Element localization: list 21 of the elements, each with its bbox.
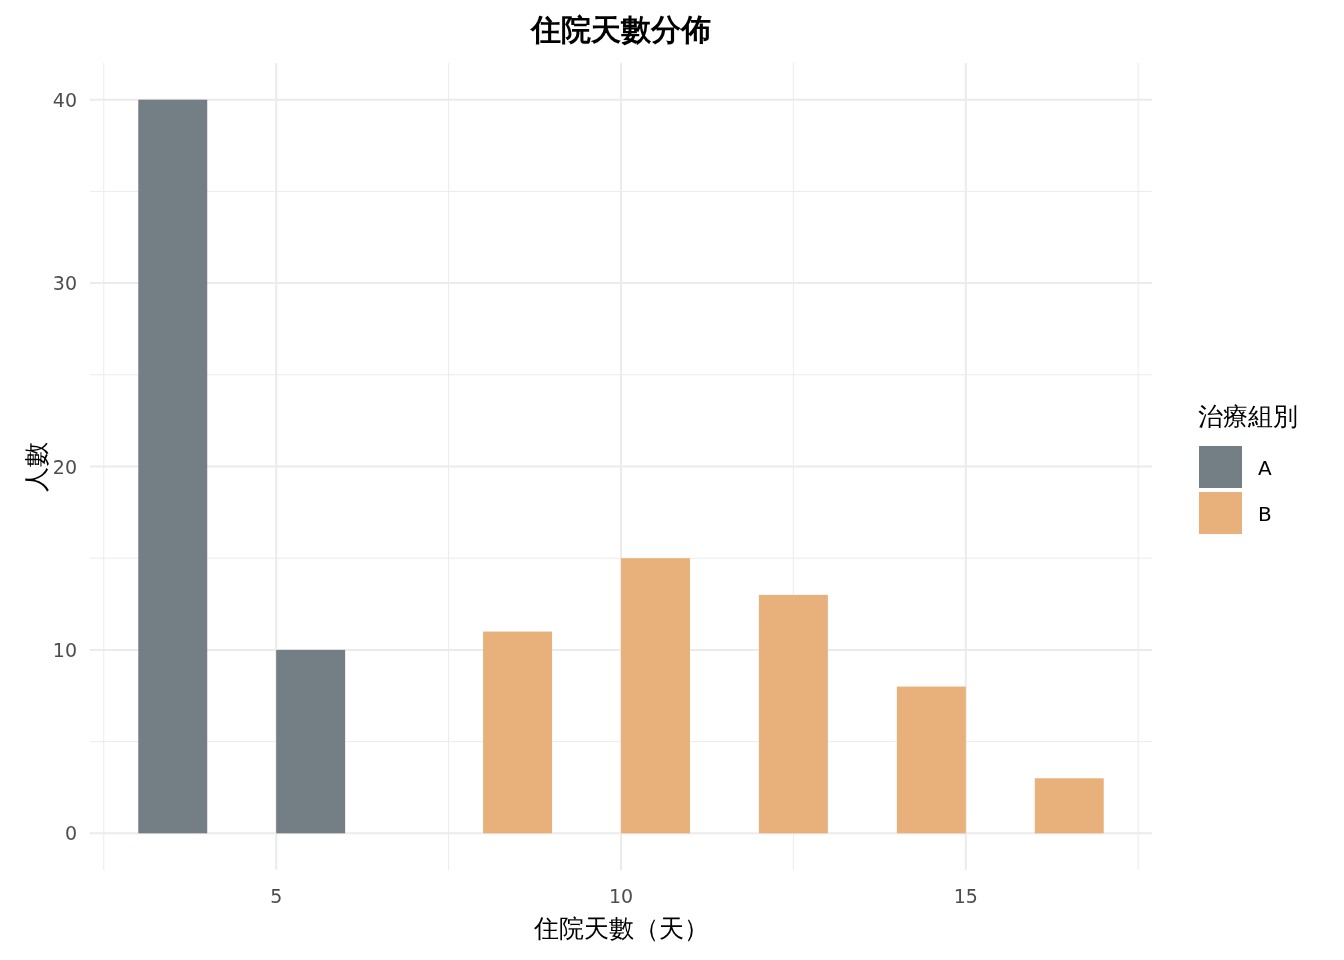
bar xyxy=(758,594,828,834)
bar xyxy=(621,558,690,834)
bar xyxy=(896,686,966,834)
x-tick-label: 5 xyxy=(270,885,283,907)
bar xyxy=(483,631,553,834)
x-tick-label: 10 xyxy=(608,885,634,907)
x-axis-title: 住院天數（天） xyxy=(532,914,709,943)
y-tick-label: 40 xyxy=(52,88,77,111)
y-tick-label: 0 xyxy=(64,822,77,845)
chart-title: 住院天數分佈 xyxy=(529,12,711,47)
y-axis-title: 人數 xyxy=(22,441,51,492)
bar xyxy=(138,99,208,834)
y-tick-label: 20 xyxy=(52,455,77,478)
y-tick-label: 10 xyxy=(52,638,77,661)
legend-title: 治療組別 xyxy=(1198,402,1298,431)
y-tick-label: 30 xyxy=(52,272,77,295)
bar xyxy=(276,649,346,834)
legend-label: B xyxy=(1258,502,1272,526)
legend-label: A xyxy=(1258,456,1272,480)
bar xyxy=(1034,778,1104,834)
x-tick-label: 15 xyxy=(953,885,978,907)
